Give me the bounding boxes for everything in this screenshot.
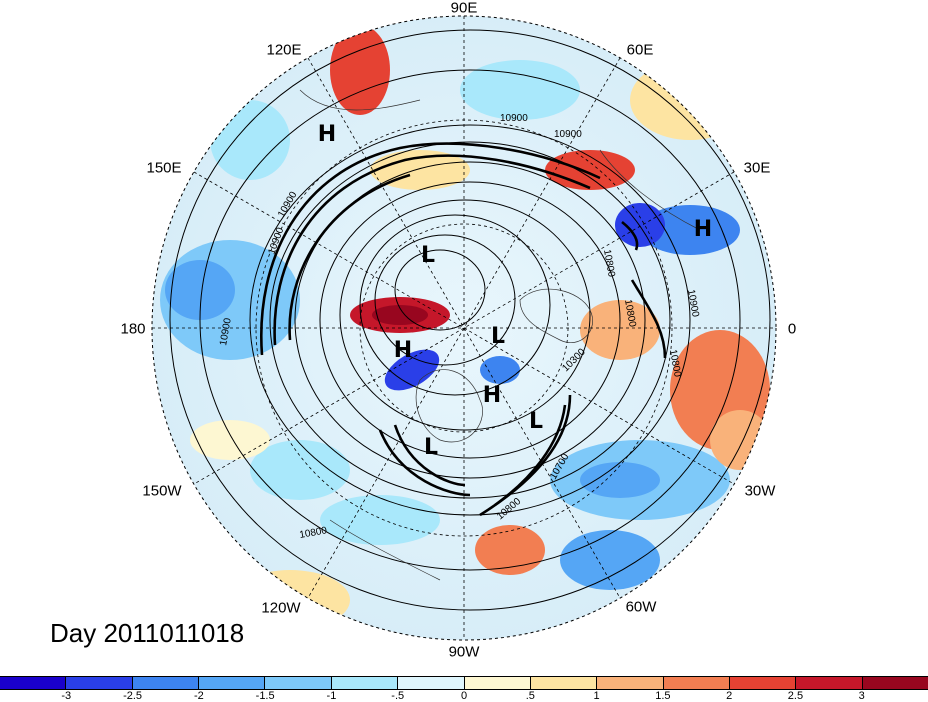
low-center: L (491, 324, 505, 349)
colorbar-segment (331, 677, 399, 689)
colorbar-segment (0, 677, 67, 689)
colorbar-segment (265, 677, 332, 689)
colorbar-tick-label: 1 (593, 690, 600, 702)
colorbar-segment (530, 677, 598, 689)
lon-label-120e: 120E (266, 41, 302, 59)
lon-label-30e: 30E (743, 159, 771, 177)
colorbar-tick-label: 2 (726, 690, 733, 702)
height-contours (169, 29, 771, 611)
lon-label-90w: 90W (448, 643, 480, 661)
colorbar-tick-label: 2.5 (787, 690, 804, 702)
pressure-centers: H H L L H H L L (318, 122, 712, 460)
lon-label-150w: 150W (142, 482, 182, 500)
lon-label-180: 180 (120, 320, 146, 338)
contour-label: 10900 (218, 317, 234, 347)
lon-label-150e: 150E (146, 159, 182, 177)
colorbar-tick-label: -.5 (391, 690, 405, 702)
colorbar-segment (199, 677, 266, 689)
colorbar-tick-label: -1 (326, 690, 337, 702)
contour-label: 10900 (685, 289, 701, 319)
colorbar-tick-label: -3 (61, 690, 72, 702)
jet-contours (260, 142, 667, 517)
colorbar (0, 676, 928, 690)
colorbar-tick-label: 0 (460, 690, 468, 702)
colorbar-tick-label: 1.5 (655, 690, 671, 702)
lon-label-90e: 90E (450, 0, 478, 17)
low-center: L (421, 243, 435, 268)
contour-label: 10800 (601, 249, 617, 279)
colorbar-tick-label: -1.5 (255, 690, 275, 702)
map-boundary (151, 15, 777, 641)
colorbar-segment (66, 677, 133, 689)
coastlines (299, 89, 701, 581)
low-center: L (424, 435, 438, 460)
colorbar-segment (862, 677, 928, 689)
colorbar-segment (729, 677, 797, 689)
high-center: H (394, 338, 412, 363)
contour-label: 10900 (554, 129, 582, 140)
lon-label-0: 0 (787, 320, 797, 338)
colorbar-tick-label: -2.5 (123, 690, 143, 702)
colorbar-segment (398, 677, 465, 689)
lon-label-120w: 120W (261, 599, 301, 617)
colorbar-tick-label: .5 (525, 690, 535, 702)
lon-label-30w: 30W (744, 482, 776, 500)
lon-label-60w: 60W (625, 598, 657, 616)
colorbar-segment (597, 677, 664, 689)
high-center: H (694, 217, 712, 242)
low-center: L (529, 409, 543, 434)
contour-label: 10900 (500, 113, 528, 124)
colorbar-labels: -3 -2.5 -2 -1.5 -1 -.5 0 .5 1 1.5 2 2.5 3 (0, 690, 928, 702)
contour-label: 10800 (299, 525, 329, 541)
colorbar-segment (663, 677, 730, 689)
colorbar-segment (464, 677, 531, 689)
colorbar-segment (796, 677, 863, 689)
day-label: Day 2011011018 (50, 618, 245, 648)
polar-map: 10900 10900 10900 10900 10900 10900 1080… (151, 15, 777, 641)
colorbar-segment (132, 677, 200, 689)
colorbar-tick-label: -2 (193, 690, 204, 702)
high-center: H (318, 122, 336, 147)
colorbar-tick-label: 3 (858, 690, 865, 702)
high-center: H (483, 383, 501, 408)
contour-label: 10800 (667, 349, 683, 379)
lon-label-60e: 60E (626, 41, 654, 59)
contour-label: 10800 (622, 299, 638, 329)
graticule (152, 16, 776, 640)
